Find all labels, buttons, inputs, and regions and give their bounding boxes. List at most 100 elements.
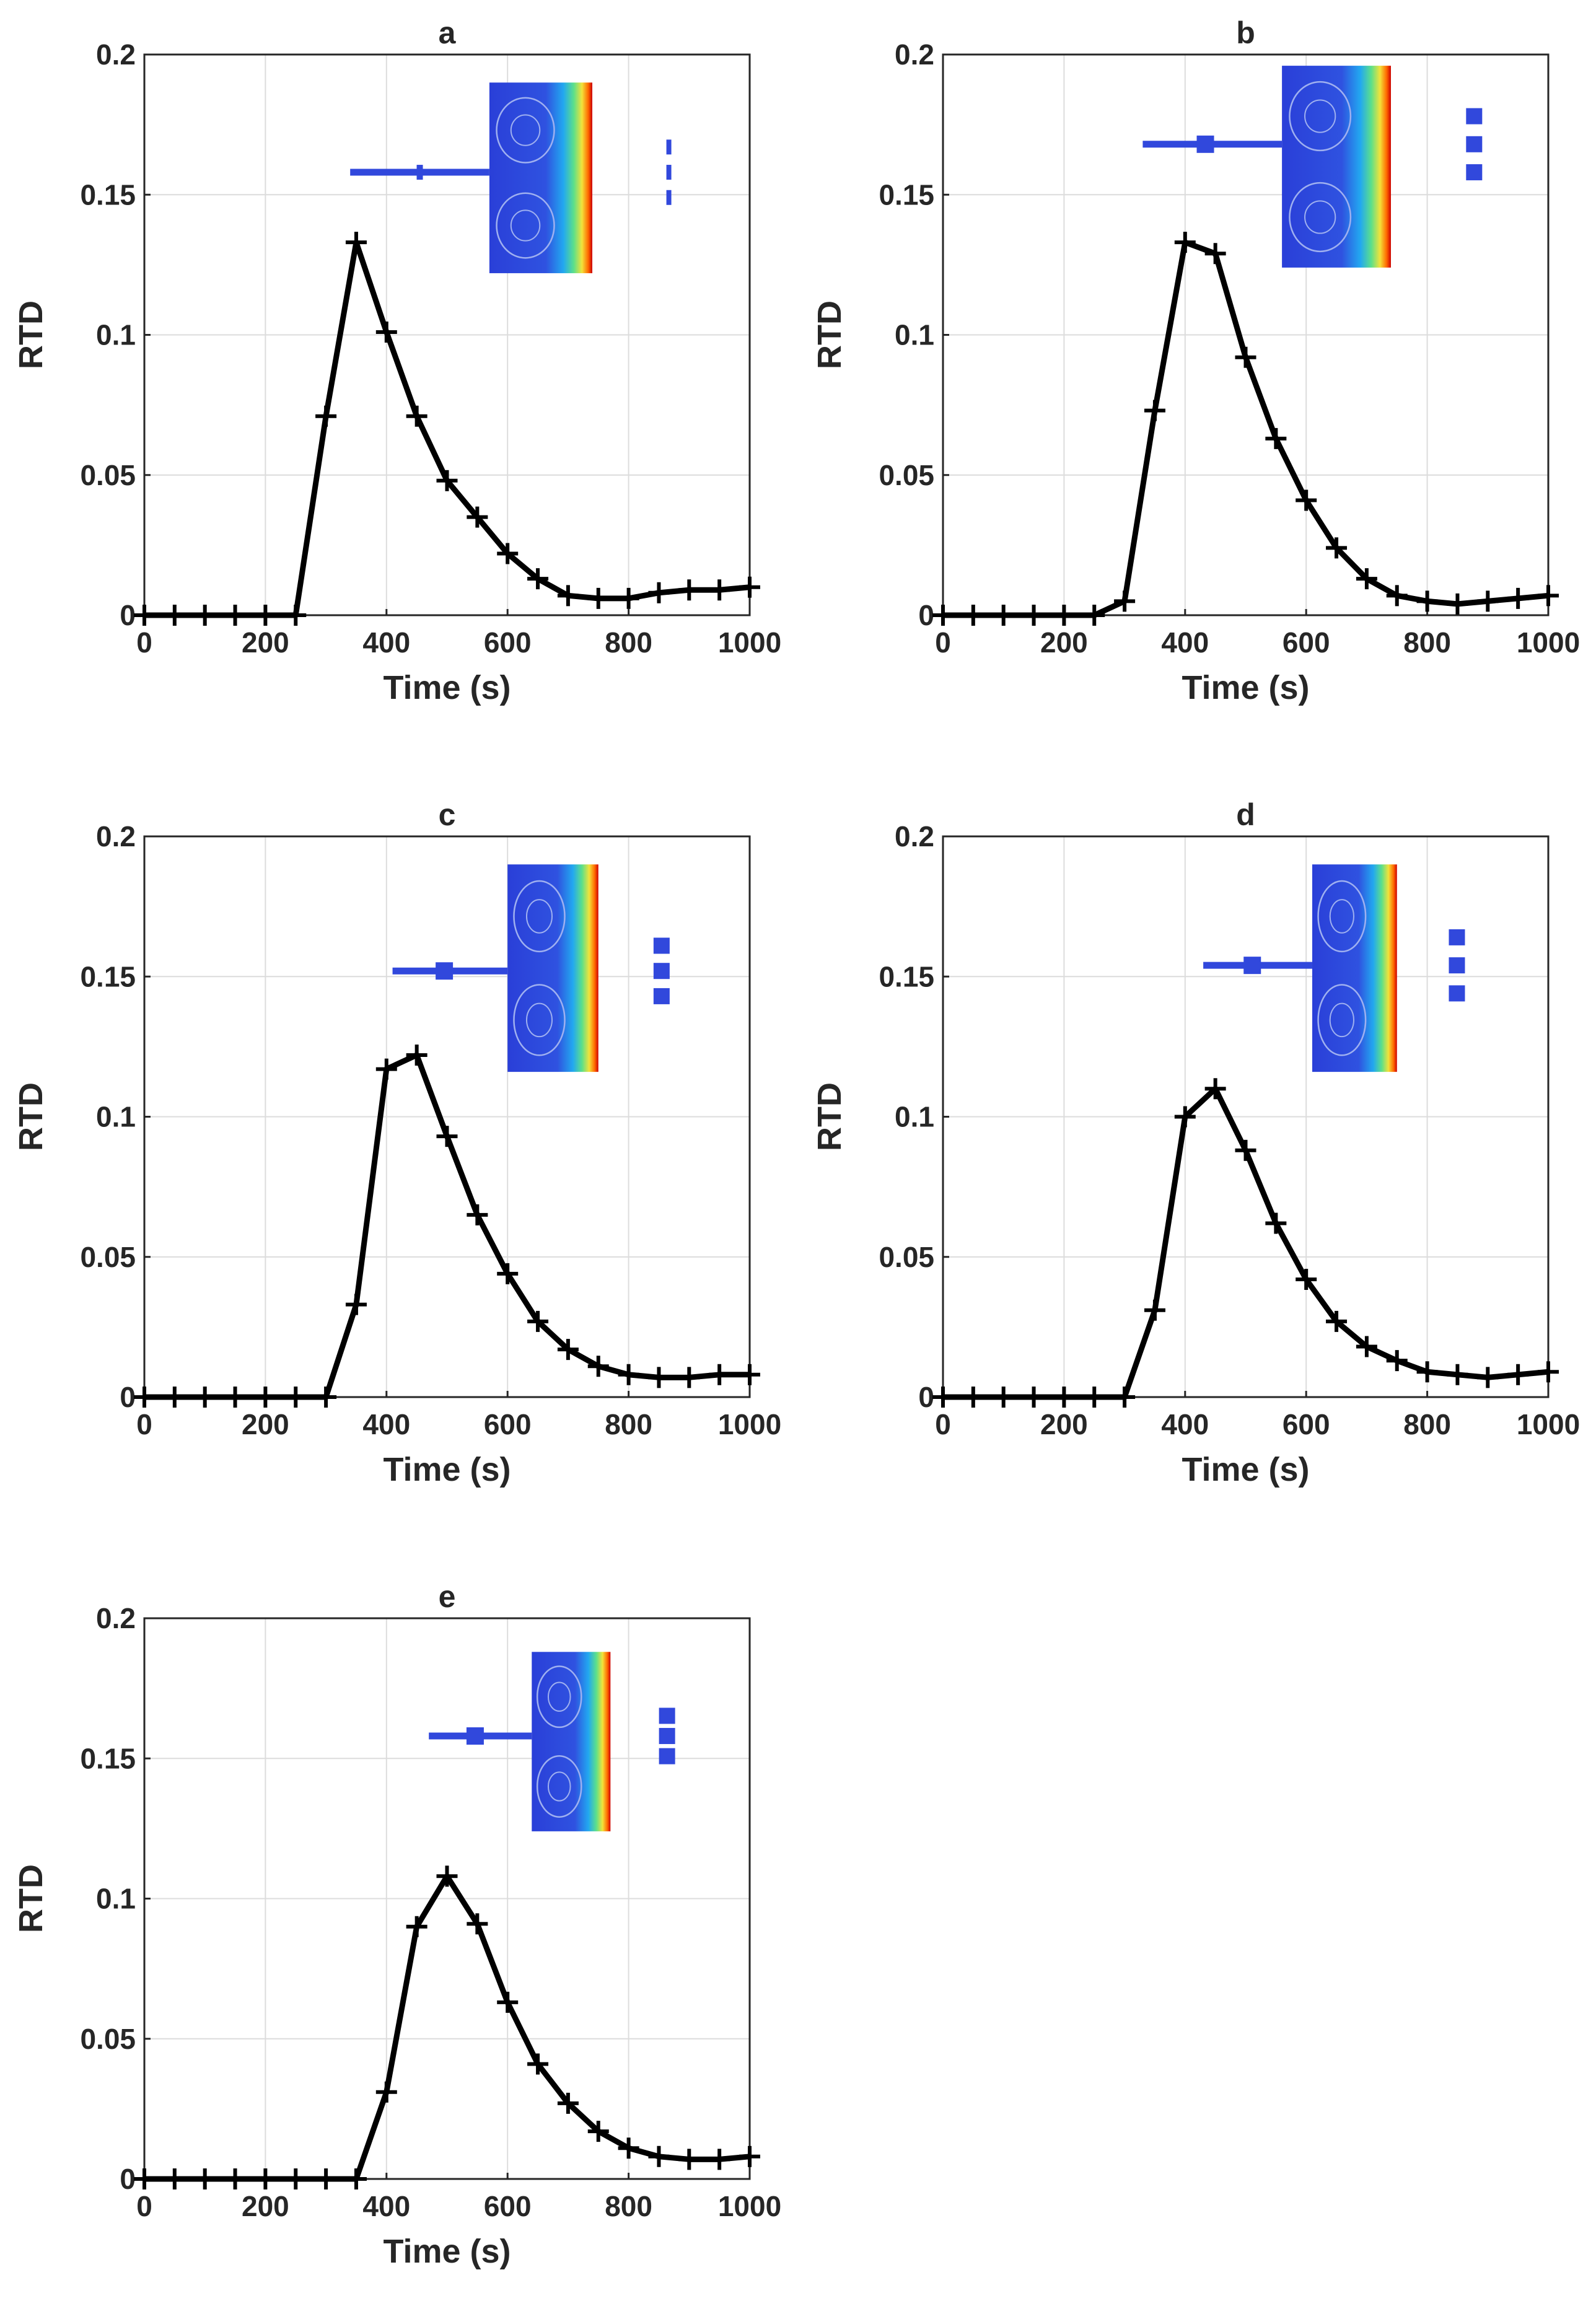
data-point bbox=[1326, 537, 1348, 559]
data-point bbox=[932, 605, 954, 626]
outlet-block bbox=[653, 937, 670, 954]
data-point bbox=[1447, 1364, 1468, 1385]
data-point bbox=[134, 605, 155, 626]
chart-panel-e: 0 200 400 600 800 1000 0 0.05 0.1 0.15 0.2 e Time (s… bbox=[12, 1579, 781, 2270]
outlet-block bbox=[1466, 108, 1483, 125]
data-point bbox=[467, 1204, 488, 1225]
data-point bbox=[932, 1387, 954, 1408]
rtd-series-line bbox=[144, 239, 750, 618]
y-tick-label: 0.15 bbox=[879, 178, 934, 211]
x-tick-label: 800 bbox=[605, 1408, 652, 1440]
data-point bbox=[709, 579, 730, 601]
data-point bbox=[1053, 1387, 1075, 1408]
data-point bbox=[1538, 585, 1559, 607]
inlet-block bbox=[1243, 957, 1261, 975]
vortex-streamline bbox=[1317, 984, 1367, 1056]
y-tick-label: 0.1 bbox=[96, 1101, 136, 1133]
y-tick-label: 0.2 bbox=[96, 38, 136, 71]
x-axis-label: Time (s) bbox=[383, 1451, 511, 1488]
data-point bbox=[1114, 1387, 1136, 1408]
data-point bbox=[1053, 605, 1075, 626]
data-point bbox=[739, 576, 760, 598]
data-point bbox=[1326, 1310, 1348, 1332]
y-tick-label: 0 bbox=[120, 599, 136, 631]
flow-field-inset bbox=[350, 82, 732, 273]
data-point bbox=[527, 2053, 549, 2075]
data-point bbox=[194, 1387, 216, 1408]
panel-title: d bbox=[1236, 797, 1255, 832]
chart-panel-d: 0 200 400 600 800 1000 0 0.05 0.1 0.15 0.2 d Time (s… bbox=[811, 797, 1580, 1488]
rtd-series-line bbox=[943, 1085, 1549, 1400]
y-tick-label: 0.2 bbox=[895, 820, 934, 852]
vortex-streamline bbox=[1304, 200, 1336, 234]
x-tick-label: 0 bbox=[136, 2190, 152, 2222]
y-tick-label: 0.05 bbox=[80, 1241, 136, 1273]
y-tick-label: 0.05 bbox=[80, 459, 136, 491]
data-point bbox=[375, 2081, 397, 2103]
data-point bbox=[557, 585, 579, 607]
data-point bbox=[1023, 605, 1045, 626]
data-point bbox=[1296, 489, 1317, 511]
outlet-block bbox=[653, 988, 670, 1004]
data-point bbox=[709, 2149, 730, 2170]
data-point bbox=[134, 1387, 155, 1408]
data-point bbox=[1386, 585, 1408, 607]
data-point bbox=[497, 543, 519, 564]
data-point bbox=[164, 1387, 185, 1408]
data-point bbox=[1416, 590, 1438, 612]
data-point bbox=[993, 1387, 1014, 1408]
y-tick-label: 0.15 bbox=[879, 960, 934, 993]
data-point bbox=[194, 605, 216, 626]
y-tick-label: 0.15 bbox=[80, 1742, 136, 1774]
x-tick-label: 0 bbox=[935, 1408, 951, 1440]
data-point bbox=[224, 2168, 246, 2189]
outlet-block bbox=[659, 1707, 675, 1724]
x-tick-label: 1000 bbox=[1517, 1408, 1580, 1440]
vortex-streamline bbox=[513, 880, 566, 953]
x-tick-label: 800 bbox=[605, 626, 652, 659]
vortex-streamline bbox=[496, 192, 555, 259]
y-tick-label: 0.1 bbox=[895, 319, 934, 351]
data-point bbox=[436, 1865, 458, 1887]
outlet-block bbox=[659, 1728, 675, 1745]
data-point bbox=[1507, 1364, 1529, 1385]
data-point bbox=[497, 1991, 519, 2013]
x-tick-label: 600 bbox=[1282, 626, 1330, 659]
data-point bbox=[1265, 427, 1287, 449]
data-point bbox=[255, 605, 276, 626]
data-point bbox=[315, 2168, 337, 2189]
data-point bbox=[285, 605, 307, 626]
vortex-streamline bbox=[513, 984, 566, 1056]
data-point bbox=[587, 2121, 609, 2142]
data-point bbox=[1416, 1361, 1438, 1383]
data-point bbox=[194, 2168, 216, 2189]
data-point bbox=[678, 579, 700, 601]
inlet-block bbox=[466, 1727, 484, 1745]
x-tick-label: 400 bbox=[1161, 626, 1209, 659]
chart-panel-b: 0 200 400 600 800 1000 0 0.05 0.1 0.15 0.2 b Time (s… bbox=[811, 15, 1580, 706]
y-tick-label: 0.1 bbox=[895, 1101, 934, 1133]
data-point bbox=[962, 1387, 984, 1408]
vortex-streamline bbox=[525, 899, 553, 934]
data-point bbox=[1174, 1106, 1196, 1128]
x-axis-label: Time (s) bbox=[383, 669, 511, 706]
y-tick-label: 0 bbox=[918, 599, 934, 631]
x-tick-label: 200 bbox=[242, 1408, 289, 1440]
data-point bbox=[255, 2168, 276, 2189]
data-point bbox=[618, 1364, 639, 1385]
data-point bbox=[587, 587, 609, 609]
vortex-streamline bbox=[510, 209, 541, 242]
outlet-block bbox=[1449, 957, 1465, 974]
x-tick-label: 200 bbox=[242, 626, 289, 659]
data-point bbox=[406, 405, 428, 427]
data-point bbox=[255, 1387, 276, 1408]
mixing-chamber bbox=[507, 864, 598, 1072]
data-point bbox=[1114, 590, 1136, 612]
data-point bbox=[224, 1387, 246, 1408]
x-tick-label: 0 bbox=[136, 626, 152, 659]
data-point bbox=[527, 568, 549, 590]
flow-field-inset bbox=[1203, 864, 1506, 1072]
y-tick-label: 0.05 bbox=[879, 459, 934, 491]
vortex-streamline bbox=[1289, 81, 1352, 152]
